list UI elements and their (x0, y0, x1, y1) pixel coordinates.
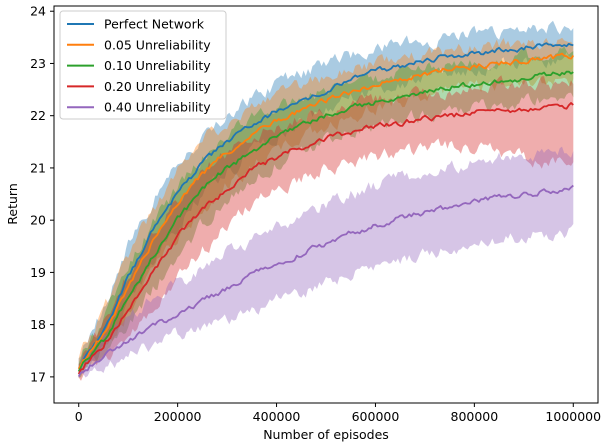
x-tick-label: 400000 (253, 409, 301, 424)
y-tick-label: 21 (30, 160, 46, 175)
legend-label: Perfect Network (104, 17, 205, 32)
legend: Perfect Network 0.05 Unreliability 0.10 Un… (59, 10, 227, 120)
x-tick-label: 0 (75, 409, 83, 424)
x-axis-label: Number of episodes (263, 427, 389, 442)
series-line-3 (77, 102, 574, 375)
y-tick-label: 19 (30, 265, 46, 280)
x-tick-label: 1000000 (545, 409, 601, 424)
legend-label: 0.20 Unreliability (104, 79, 211, 94)
band-3 (78, 75, 574, 381)
legend-label: 0.05 Unreliability (104, 37, 211, 52)
legend-label: 0.40 Unreliability (104, 100, 211, 115)
y-axis-ticks: 17 18 19 20 21 22 23 24 (30, 4, 54, 384)
series-line-2 (77, 70, 574, 372)
legend-box (59, 10, 227, 120)
confidence-bands (78, 20, 574, 381)
series-line-1 (77, 52, 575, 370)
y-tick-label: 17 (30, 369, 46, 384)
y-tick-label: 22 (30, 108, 46, 123)
series-lines (77, 42, 575, 378)
y-tick-label: 23 (30, 56, 46, 71)
band-0 (78, 20, 574, 371)
y-axis-label: Return (5, 183, 20, 224)
x-tick-label: 600000 (352, 409, 400, 424)
legend-label: 0.10 Unreliability (104, 58, 211, 73)
x-tick-label: 200000 (154, 409, 202, 424)
band-4 (78, 146, 574, 379)
series-line-0 (77, 42, 574, 370)
plot-frame (53, 5, 599, 404)
x-tick-label: 800000 (451, 409, 499, 424)
y-tick-label: 24 (30, 4, 46, 19)
y-tick-label: 20 (30, 213, 46, 228)
series-line-4 (77, 184, 574, 378)
x-axis-ticks: 0 200000 400000 600000 800000 1000000 (75, 403, 601, 424)
y-tick-label: 18 (30, 317, 46, 332)
